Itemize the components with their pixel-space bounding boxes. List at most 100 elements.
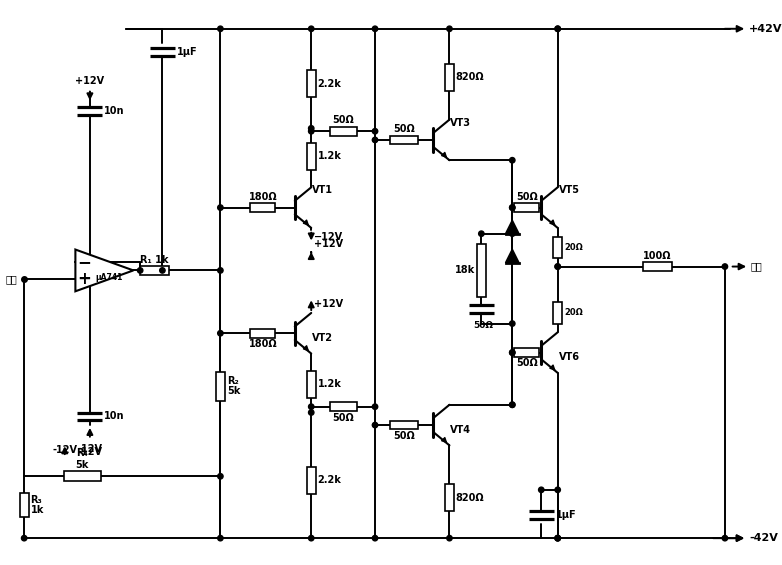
Text: −12V: −12V [314, 232, 343, 242]
Text: 1μF: 1μF [177, 47, 198, 57]
Text: 1μF: 1μF [556, 510, 576, 520]
Circle shape [309, 536, 314, 541]
Circle shape [555, 536, 561, 541]
Circle shape [372, 404, 378, 410]
Circle shape [217, 26, 223, 32]
Text: 820Ω: 820Ω [456, 493, 484, 502]
Circle shape [372, 26, 378, 32]
Text: VT4: VT4 [450, 425, 472, 435]
Text: VT6: VT6 [558, 353, 579, 362]
Text: 1.2k: 1.2k [317, 151, 342, 162]
Polygon shape [75, 250, 134, 292]
Text: 10n: 10n [104, 106, 125, 116]
Bar [307, 371, 316, 398]
Bar [390, 421, 418, 429]
Circle shape [510, 402, 515, 407]
Text: μA741: μA741 [95, 273, 123, 282]
Circle shape [555, 264, 561, 270]
Text: VT1: VT1 [312, 185, 333, 195]
Circle shape [479, 231, 484, 236]
Bar [445, 64, 454, 90]
Bar [643, 262, 672, 271]
Text: 2.2k: 2.2k [317, 475, 342, 485]
Circle shape [309, 410, 314, 415]
Bar [250, 203, 275, 212]
Text: −: − [77, 253, 91, 271]
Text: R₃
1k: R₃ 1k [30, 496, 44, 515]
Circle shape [555, 536, 561, 541]
Circle shape [217, 205, 223, 210]
Bar [554, 302, 562, 324]
Circle shape [372, 536, 378, 541]
Circle shape [510, 158, 515, 163]
Text: 820Ω: 820Ω [456, 72, 484, 82]
Circle shape [510, 321, 515, 326]
Text: -42V: -42V [749, 533, 778, 543]
Text: 1.2k: 1.2k [317, 380, 342, 389]
Bar [20, 493, 28, 518]
Circle shape [217, 268, 223, 273]
Bar [140, 266, 169, 275]
Bar [307, 467, 316, 494]
Circle shape [160, 268, 165, 273]
Bar [515, 203, 540, 212]
Text: 100Ω: 100Ω [643, 251, 672, 261]
Circle shape [723, 536, 727, 541]
Text: 输入: 输入 [5, 274, 17, 284]
Text: 180Ω: 180Ω [249, 339, 277, 349]
Text: VT2: VT2 [312, 333, 333, 343]
Polygon shape [505, 220, 519, 234]
Text: 输出: 输出 [751, 262, 762, 272]
Circle shape [555, 264, 561, 270]
Text: 50Ω: 50Ω [393, 124, 415, 134]
Text: +42V: +42V [749, 24, 782, 34]
Text: 20Ω: 20Ω [564, 308, 583, 318]
Circle shape [555, 26, 561, 32]
Text: 50Ω: 50Ω [473, 321, 493, 330]
Circle shape [510, 231, 515, 236]
Text: VT3: VT3 [450, 118, 472, 128]
Circle shape [309, 404, 314, 410]
Text: +12V: +12V [314, 239, 343, 249]
Text: VT5: VT5 [558, 185, 579, 195]
Circle shape [510, 402, 515, 407]
Circle shape [447, 536, 452, 541]
Text: 20Ω: 20Ω [564, 243, 583, 252]
Text: 50Ω: 50Ω [516, 192, 538, 202]
Circle shape [447, 26, 452, 32]
Circle shape [723, 264, 727, 270]
Text: 180Ω: 180Ω [249, 192, 277, 202]
Text: 50Ω: 50Ω [332, 115, 354, 125]
Text: +: + [77, 270, 91, 288]
Circle shape [555, 536, 561, 541]
Bar [554, 237, 562, 258]
Circle shape [510, 205, 515, 210]
Bar [216, 372, 225, 401]
Circle shape [21, 536, 27, 541]
Circle shape [217, 331, 223, 336]
Text: R₄
5k: R₄ 5k [76, 449, 89, 470]
Circle shape [372, 137, 378, 142]
Circle shape [510, 205, 515, 210]
Bar [307, 143, 316, 170]
Text: 50Ω: 50Ω [516, 358, 538, 368]
Bar [64, 471, 101, 481]
Polygon shape [505, 249, 519, 263]
Bar [329, 402, 357, 411]
Bar [329, 127, 357, 136]
Bar [307, 70, 316, 97]
Bar [390, 136, 418, 144]
Text: 10n: 10n [104, 411, 125, 421]
Text: -12V: -12V [77, 445, 102, 454]
Text: +12V: +12V [75, 76, 105, 86]
Circle shape [510, 350, 515, 355]
Circle shape [309, 128, 314, 134]
Text: 18k: 18k [455, 266, 475, 275]
Circle shape [555, 26, 561, 32]
Circle shape [372, 128, 378, 134]
Bar [515, 348, 540, 357]
Text: 50Ω: 50Ω [332, 412, 354, 423]
Circle shape [539, 487, 544, 493]
Circle shape [138, 268, 143, 273]
Circle shape [217, 536, 223, 541]
